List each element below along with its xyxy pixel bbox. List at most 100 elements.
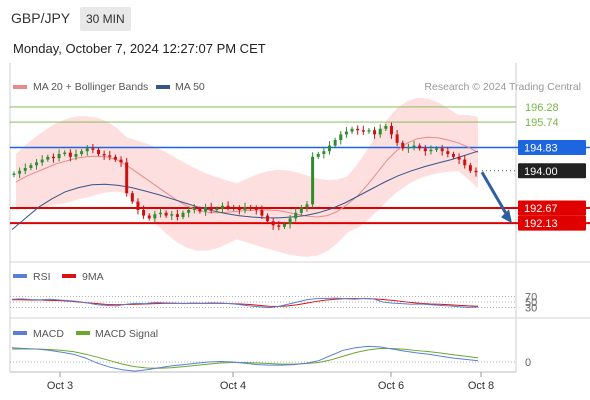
level-label-bg-pivot <box>518 140 586 156</box>
forecast-arrow-shaft <box>480 171 509 216</box>
candle-body <box>463 159 467 166</box>
candle-body <box>243 207 247 210</box>
macd-legend-swatch <box>13 331 27 335</box>
candle-body <box>108 155 112 157</box>
candle-body <box>91 148 95 150</box>
candle-body <box>451 154 455 157</box>
candle-body <box>204 207 208 212</box>
candle-body <box>401 142 405 149</box>
candle-body <box>125 162 129 194</box>
instrument-symbol: GBP/JPY <box>11 10 71 26</box>
ma50-line <box>11 150 479 230</box>
candle-body <box>266 215 270 222</box>
level-label-target: 196.28 <box>525 102 559 114</box>
ma20-line <box>15 136 479 218</box>
rsi-level-label: 30 <box>525 303 537 315</box>
candle-body <box>119 159 123 163</box>
forecast-arrow-head <box>501 209 512 224</box>
rsi-line <box>11 297 479 309</box>
level-label-bg-support <box>518 200 586 216</box>
candle-body <box>136 201 140 210</box>
candle-body <box>389 126 393 135</box>
candle-body <box>440 148 444 152</box>
candle-body <box>80 151 84 154</box>
candle-body <box>147 215 151 219</box>
rsi-ma-legend-swatch <box>62 274 76 278</box>
candle-body <box>356 128 360 131</box>
rsi-legend-label: RSI <box>33 271 51 283</box>
candle-body <box>102 154 106 156</box>
candle-body <box>142 210 146 216</box>
candle-body <box>97 149 101 154</box>
candle-body <box>35 162 39 166</box>
candle-body <box>29 165 33 168</box>
level-label-bg-support <box>518 215 586 231</box>
candle-body <box>322 151 326 154</box>
candle-body <box>46 156 50 160</box>
candle-body <box>423 148 427 152</box>
candle-body <box>170 214 174 216</box>
candle-body <box>198 208 202 212</box>
level-label-support: 192.13 <box>524 218 558 230</box>
ma20-legend-swatch <box>13 85 27 89</box>
candle-body <box>18 170 22 174</box>
candle-body <box>63 152 67 154</box>
macd-signal-legend-swatch <box>76 331 90 335</box>
candle-body <box>51 156 55 159</box>
candle-body <box>220 205 224 209</box>
candle-body <box>254 208 258 210</box>
timeframe-badge[interactable]: 30 MIN <box>80 7 131 31</box>
candle-body <box>237 208 241 210</box>
candle-body <box>328 145 332 152</box>
candle-body <box>311 156 315 205</box>
candle-body <box>130 193 134 202</box>
macd-zero-label: 0 <box>525 357 531 369</box>
level-label-pivot: 194.83 <box>524 143 558 155</box>
ma50-legend-swatch <box>156 85 170 89</box>
level-label-target: 195.74 <box>525 117 559 129</box>
candle-body <box>344 131 348 135</box>
candle-body <box>277 225 281 227</box>
header-bar: GBP/JPY 30 MIN <box>0 0 590 36</box>
candle-body <box>153 214 157 219</box>
candle-body <box>333 140 337 146</box>
rsi-level-label: 70 <box>525 291 537 303</box>
candle-body <box>232 207 236 209</box>
x-axis-tick-label: Oct 4 <box>220 380 246 392</box>
candle-body <box>187 210 191 213</box>
candle-body <box>192 208 196 210</box>
candle-body <box>468 165 472 171</box>
candle-body <box>299 207 303 213</box>
rsi-legend-swatch <box>13 274 27 278</box>
rsi-ma-legend-label: 9MA <box>82 271 104 283</box>
candle-body <box>288 218 292 224</box>
x-axis-tick-label: Oct 6 <box>378 380 404 392</box>
candle-body <box>181 212 185 217</box>
candle-body <box>418 145 422 149</box>
candle-body <box>316 154 320 157</box>
candle-body <box>294 212 298 219</box>
candle-body <box>175 214 179 217</box>
candle-body <box>271 221 275 226</box>
candle-body <box>57 154 61 159</box>
candle-body <box>226 205 230 208</box>
candle-body <box>74 154 78 157</box>
candle-body <box>429 149 433 152</box>
candle-body <box>435 148 439 150</box>
candle-body <box>164 212 168 216</box>
ma20-legend-label: MA 20 + Bollinger Bands <box>33 81 148 93</box>
candle-body <box>474 170 478 173</box>
candle-body <box>384 126 388 129</box>
candle-body <box>249 207 253 209</box>
candle-body <box>373 130 377 135</box>
x-axis-tick-label: Oct 3 <box>47 380 73 392</box>
copyright-label: Research © 2024 Trading Central <box>424 81 581 93</box>
rsi-level-label: 50 <box>525 297 537 309</box>
macd-legend-label: MACD <box>33 328 64 340</box>
candle-body <box>158 212 162 215</box>
candle-body <box>350 128 354 132</box>
candle-body <box>446 151 450 154</box>
candle-body <box>367 130 371 132</box>
candle-body <box>12 173 16 175</box>
